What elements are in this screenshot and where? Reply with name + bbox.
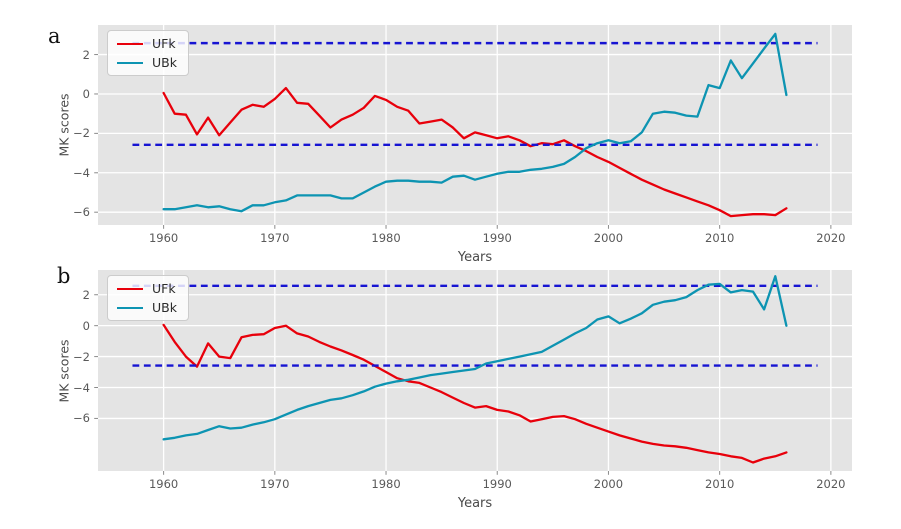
ubk-line-sample-icon <box>117 306 143 309</box>
x-tick-label: 1970 <box>260 477 290 491</box>
x-tick-label: 2020 <box>816 231 846 245</box>
panel-label-b: b <box>57 264 71 288</box>
x-tick-label: 1970 <box>260 231 290 245</box>
x-axis-label-b: Years <box>457 496 493 511</box>
y-tick-label: −6 <box>73 411 90 426</box>
legend-entry-ubk: UBk <box>117 56 177 69</box>
legend-a: UFk UBk <box>107 30 189 77</box>
chart-canvas-b <box>94 270 852 475</box>
y-tick-label: 0 <box>82 86 90 101</box>
x-tick-label: 1960 <box>148 477 179 491</box>
ufk-line-sample-icon <box>117 287 143 290</box>
ufk-line-sample-icon <box>117 42 143 45</box>
y-tick-label: −4 <box>73 380 90 395</box>
ubk-line-a <box>162 32 788 213</box>
y-axis-label-b: MK scores <box>56 338 72 403</box>
chart-canvas-a <box>94 25 852 229</box>
ubk-line-b <box>162 275 788 441</box>
ufk-line-b <box>162 323 788 464</box>
x-tick-label: 2010 <box>705 477 735 491</box>
legend-label-ufk: UFk <box>152 281 176 296</box>
ubk-line-sample-icon <box>117 61 143 64</box>
legend-entry-ufk: UFk <box>117 282 177 295</box>
legend-label-ufk: UFk <box>152 36 176 51</box>
ufk-line-a <box>162 86 788 218</box>
y-tick-label: −2 <box>73 126 90 141</box>
legend-entry-ubk: UBk <box>117 301 177 314</box>
x-tick-label: 1980 <box>371 231 401 245</box>
x-tick-label: 2020 <box>816 477 846 491</box>
x-tick-label: 2010 <box>705 231 735 245</box>
y-tick-label: 2 <box>82 47 90 62</box>
x-axis-label-a: Years <box>457 250 493 265</box>
plot-area-a: UFk UBk <box>94 25 852 229</box>
x-tick-label: 2000 <box>593 231 624 245</box>
x-tick-label: 1980 <box>371 477 401 491</box>
y-axis-label-a: MK scores <box>56 93 72 157</box>
y-tick-label: −2 <box>73 349 90 364</box>
x-tick-label: 1990 <box>482 477 512 491</box>
panel-label-a: a <box>48 24 61 48</box>
x-tick-label: 1960 <box>148 231 179 245</box>
panel-a: a MK scores UFk UBk Years 1960 1970 1980 19… <box>48 25 852 265</box>
panel-b: b MK scores UFk UBk Years 1960 1970 1980 19… <box>57 266 852 511</box>
x-tick-label: 2000 <box>593 477 624 491</box>
legend-label-ubk: UBk <box>152 300 177 316</box>
legend-entry-ufk: UFk <box>117 37 177 50</box>
y-tick-label: 2 <box>82 287 90 302</box>
legend-label-ubk: UBk <box>152 55 177 71</box>
legend-b: UFk UBk <box>107 275 189 322</box>
y-tick-label: −6 <box>73 205 90 220</box>
y-tick-label: −4 <box>73 165 90 180</box>
x-tick-label: 1990 <box>482 231 512 245</box>
y-tick-label: 0 <box>82 318 90 333</box>
plot-area-b: UFk UBk <box>94 270 852 475</box>
